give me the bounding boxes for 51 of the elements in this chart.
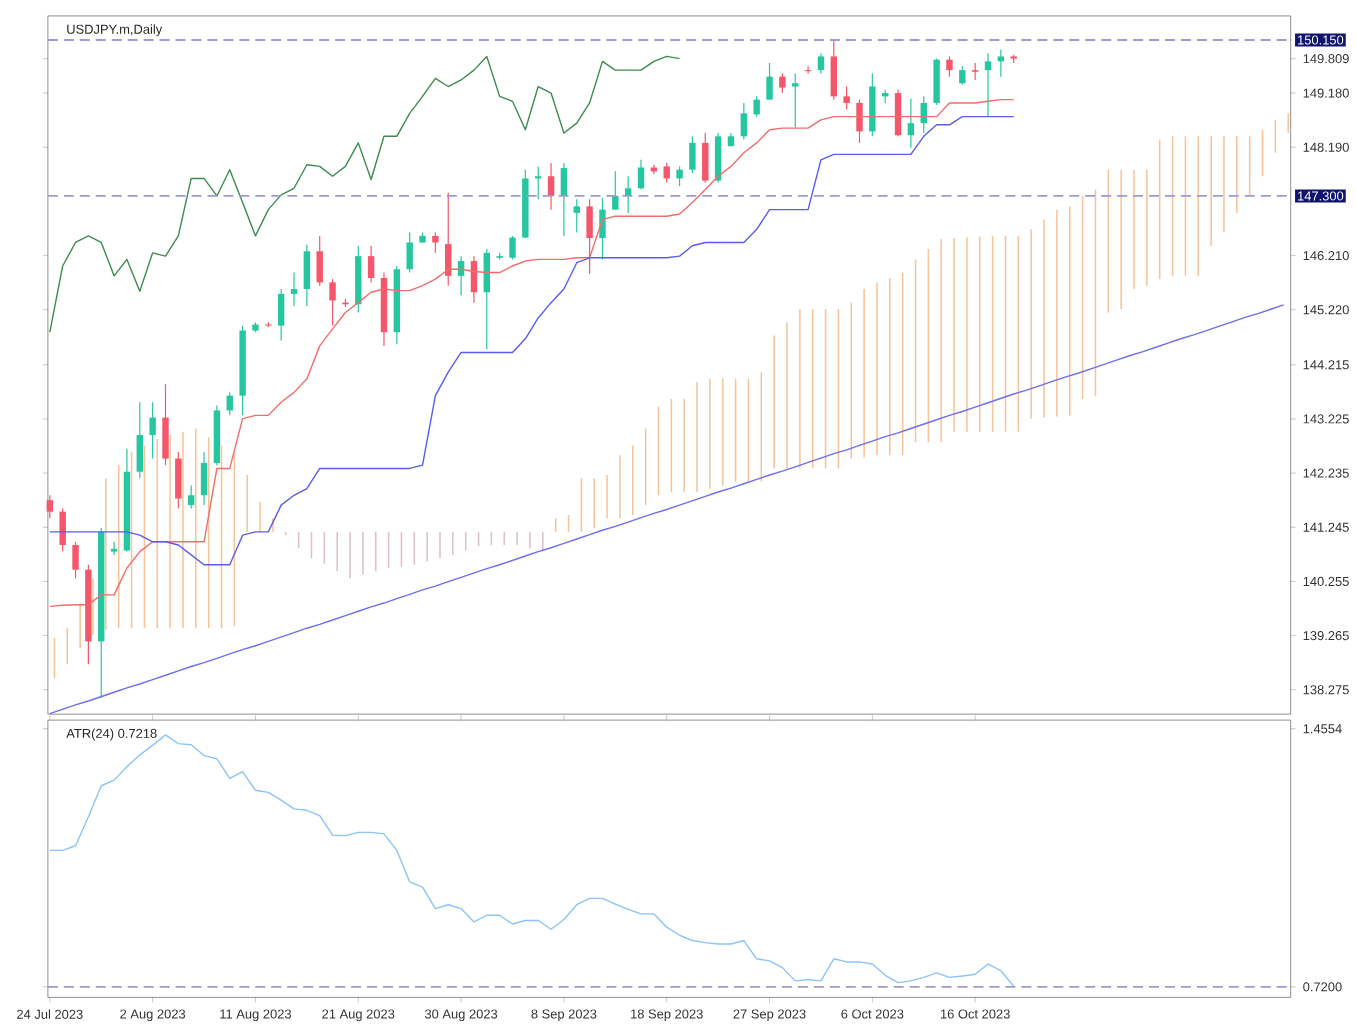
candlestick (843, 86, 850, 111)
candlestick (573, 198, 580, 234)
candlestick (663, 162, 670, 184)
candlestick (612, 170, 619, 211)
candlestick (856, 99, 863, 144)
candlestick (766, 62, 773, 101)
candlestick (303, 244, 311, 307)
candlestick (432, 232, 439, 254)
candlestick (959, 65, 966, 86)
candlestick (59, 507, 66, 553)
candlestick (907, 98, 915, 149)
candlestick (329, 278, 336, 327)
candlestick (792, 72, 799, 129)
candlestick (136, 401, 143, 480)
candlestick (817, 52, 825, 75)
candlestick (753, 95, 760, 118)
candlestick (445, 192, 452, 287)
candlestick (483, 248, 491, 350)
candlestick (689, 135, 696, 174)
candlestick (72, 541, 79, 580)
candlestick (367, 245, 375, 284)
candlestick (110, 541, 118, 556)
candlestick (997, 49, 1005, 78)
candlestick (637, 159, 645, 191)
candlestick (779, 72, 786, 94)
candlestick (869, 72, 876, 138)
candlestick (676, 165, 683, 187)
candlestick (316, 235, 323, 287)
candlestick (933, 58, 940, 106)
candlestick (470, 255, 478, 304)
candlestick (277, 288, 285, 342)
candlestick (46, 494, 54, 519)
candlestick (175, 451, 182, 510)
candlestick (586, 198, 593, 275)
candlestick (946, 55, 953, 78)
candlestick (830, 38, 838, 101)
candlestick (547, 162, 555, 211)
candlestick (702, 132, 709, 184)
candlestick (406, 232, 413, 274)
candlestick (740, 102, 748, 141)
candlestick (509, 235, 516, 261)
candlestick (290, 272, 298, 307)
candlestick (599, 197, 606, 261)
candlestick (200, 451, 208, 506)
candlestick (162, 383, 169, 466)
candlestick (714, 132, 722, 184)
candlestick (894, 89, 902, 138)
candlestick (984, 52, 992, 118)
candlestick (560, 162, 568, 237)
candlestick (149, 401, 156, 460)
candlestick (187, 484, 195, 510)
